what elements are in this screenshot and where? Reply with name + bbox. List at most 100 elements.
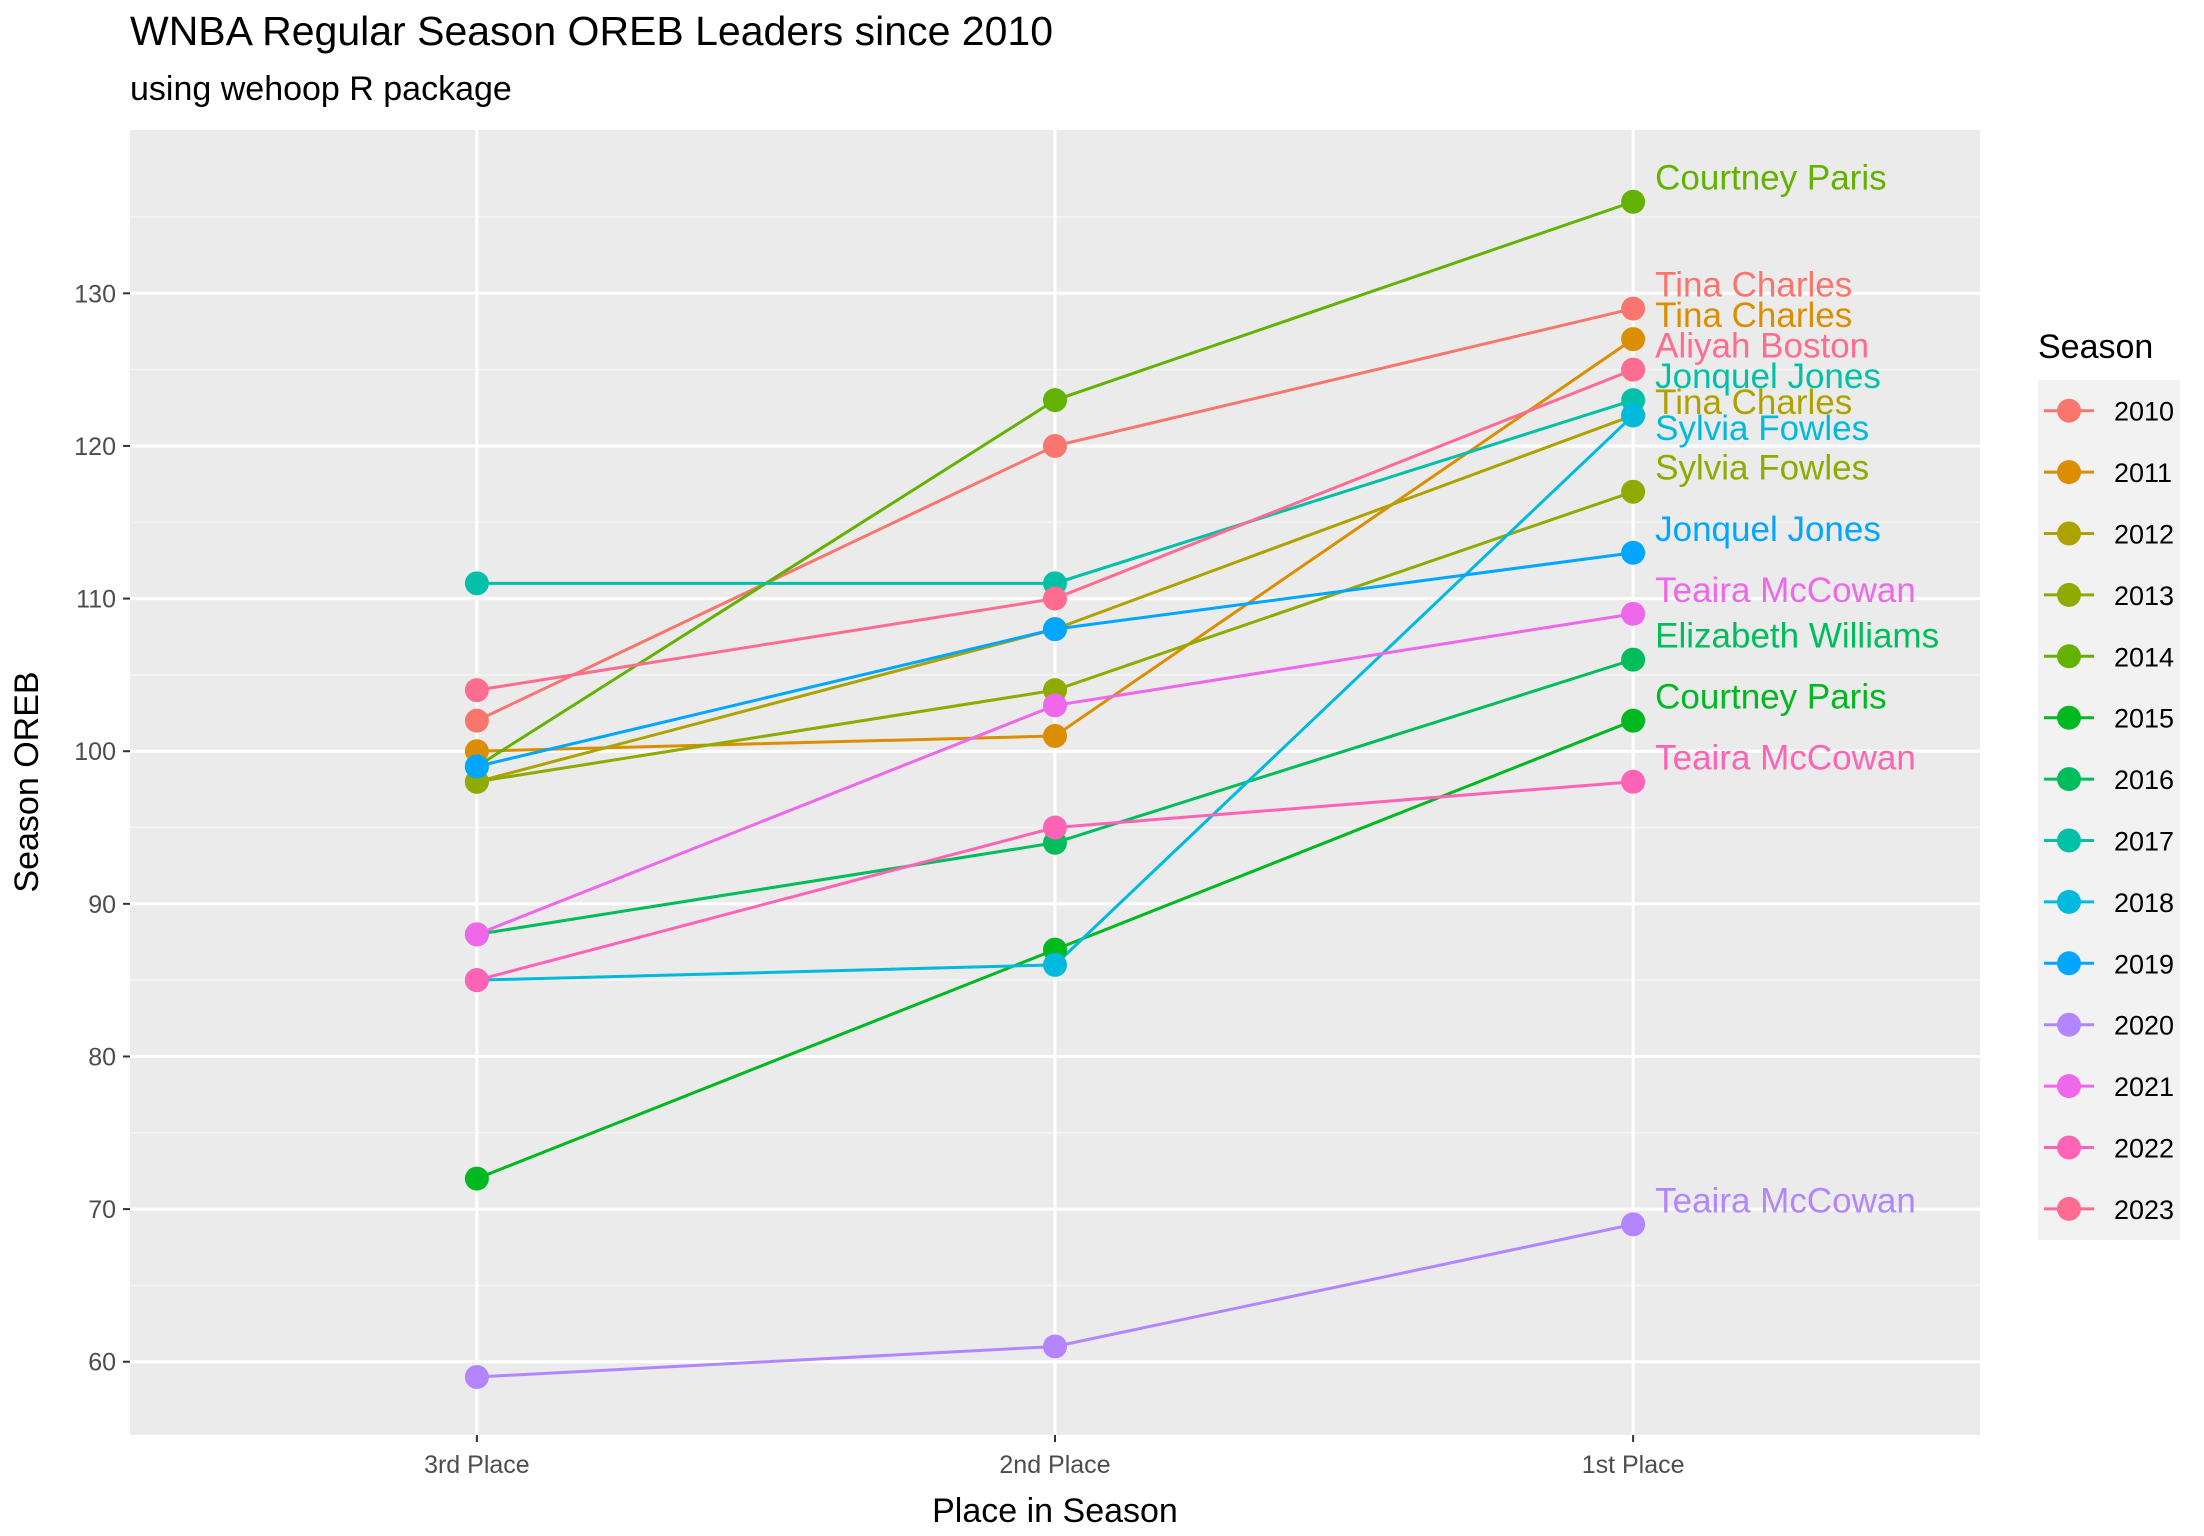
major-gridlines bbox=[130, 130, 1980, 1435]
y-tick-label: 70 bbox=[88, 1196, 116, 1224]
data-point-2023 bbox=[464, 678, 489, 703]
y-tick-label: 90 bbox=[88, 891, 116, 919]
point-label-2012: Tina Charles bbox=[1655, 383, 1852, 422]
data-point-2023 bbox=[1621, 357, 1646, 382]
legend-key-point bbox=[2057, 644, 2081, 669]
point-label-2017: Jonquel Jones bbox=[1655, 357, 1881, 396]
legend-label: 2022 bbox=[2114, 1134, 2174, 1164]
point-label-2016: Elizabeth Williams bbox=[1655, 617, 1939, 656]
data-point-2010 bbox=[1621, 296, 1646, 321]
data-point-2020 bbox=[1043, 1334, 1067, 1359]
legend-title: Season bbox=[2038, 328, 2153, 366]
data-point-2019 bbox=[1043, 617, 1067, 642]
x-tick-label: 3rd Place bbox=[424, 1451, 530, 1479]
x-axis-title: Place in Season bbox=[932, 1492, 1178, 1530]
legend-key-point bbox=[2057, 828, 2081, 853]
legend-key-point bbox=[2057, 398, 2081, 423]
data-point-2018 bbox=[1043, 952, 1067, 977]
data-point-2022 bbox=[1043, 815, 1067, 840]
point-label-2014: Courtney Paris bbox=[1655, 159, 1886, 198]
y-tick-label: 130 bbox=[74, 280, 116, 308]
legend-key-point bbox=[2057, 1012, 2081, 1037]
legend-item-2019: 2019 bbox=[2044, 949, 2174, 979]
legend-item-2018: 2018 bbox=[2044, 888, 2174, 918]
legend: 2010 2011 2012 2013 2014 2015 2016 2017 2018 2019… bbox=[2044, 397, 2174, 1225]
point-label-2023: Aliyah Boston bbox=[1655, 327, 1869, 366]
legend-label: 2015 bbox=[2114, 704, 2174, 734]
legend-key-point bbox=[2057, 1074, 2081, 1099]
legend-label: 2012 bbox=[2114, 520, 2174, 550]
legend-item-2015: 2015 bbox=[2044, 704, 2174, 734]
data-point-2020 bbox=[464, 1365, 489, 1389]
data-point-2010 bbox=[464, 708, 489, 733]
legend-key-point bbox=[2057, 889, 2081, 914]
data-point-2023 bbox=[1043, 586, 1067, 611]
y-axis-title: Season OREB bbox=[8, 671, 46, 892]
data-point-2017 bbox=[464, 571, 489, 596]
data-point-2022 bbox=[464, 968, 489, 993]
y-tick-label: 120 bbox=[74, 433, 116, 461]
legend-item-2016: 2016 bbox=[2044, 765, 2174, 795]
data-point-2022 bbox=[1621, 769, 1646, 794]
x-tick-label: 2nd Place bbox=[999, 1451, 1110, 1479]
x-axis: 3rd Place 2nd Place 1st Place bbox=[424, 1435, 1685, 1479]
data-point-2019 bbox=[464, 754, 489, 779]
point-label-2021: Teaira McCowan bbox=[1655, 571, 1916, 610]
legend-item-2013: 2013 bbox=[2044, 581, 2174, 611]
data-point-2011 bbox=[1621, 327, 1646, 352]
y-tick-label: 110 bbox=[76, 586, 116, 614]
data-point-2021 bbox=[464, 922, 489, 947]
legend-label: 2010 bbox=[2114, 397, 2174, 427]
legend-item-2012: 2012 bbox=[2044, 520, 2174, 550]
legend-item-2023: 2023 bbox=[2044, 1195, 2174, 1225]
legend-label: 2011 bbox=[2114, 458, 2172, 488]
legend-key-point bbox=[2057, 705, 2081, 730]
point-label-2015: Courtney Paris bbox=[1655, 678, 1886, 717]
chart-subtitle: using wehoop R package bbox=[130, 70, 512, 108]
point-label-2019: Jonquel Jones bbox=[1655, 510, 1881, 549]
legend-item-2022: 2022 bbox=[2044, 1134, 2174, 1164]
legend-item-2014: 2014 bbox=[2044, 642, 2174, 672]
data-point-2021 bbox=[1043, 693, 1067, 718]
legend-label: 2013 bbox=[2114, 581, 2174, 611]
point-label-2013: Sylvia Fowles bbox=[1655, 449, 1869, 488]
data-point-2015 bbox=[1621, 708, 1646, 733]
legend-key-point bbox=[2057, 1135, 2081, 1160]
data-point-2018 bbox=[1621, 403, 1646, 428]
legend-key-point bbox=[2057, 951, 2081, 976]
legend-label: 2018 bbox=[2114, 888, 2174, 918]
legend-label: 2021 bbox=[2114, 1072, 2174, 1102]
x-tick-label: 1st Place bbox=[1582, 1451, 1685, 1479]
legend-key-point bbox=[2057, 1196, 2081, 1221]
data-point-2020 bbox=[1621, 1212, 1646, 1237]
data-point-2014 bbox=[1621, 189, 1646, 214]
y-tick-label: 100 bbox=[74, 738, 116, 766]
legend-label: 2017 bbox=[2114, 827, 2174, 857]
series-points bbox=[464, 189, 1646, 1389]
legend-label: 2014 bbox=[2114, 642, 2174, 672]
data-point-2011 bbox=[1043, 723, 1067, 748]
legend-item-2020: 2020 bbox=[2044, 1011, 2174, 1041]
legend-key-point bbox=[2057, 521, 2081, 546]
legend-item-2011: 2011 bbox=[2044, 458, 2172, 488]
legend-label: 2019 bbox=[2114, 949, 2174, 979]
point-label-2022: Teaira McCowan bbox=[1655, 739, 1916, 778]
y-tick-label: 80 bbox=[88, 1043, 116, 1071]
y-tick-label: 60 bbox=[88, 1349, 116, 1377]
legend-item-2021: 2021 bbox=[2044, 1072, 2174, 1102]
data-point-2019 bbox=[1621, 540, 1646, 565]
data-point-2010 bbox=[1043, 433, 1067, 458]
y-axis: 60 70 80 90 100 110 120 130 bbox=[74, 280, 130, 1377]
data-point-2016 bbox=[1621, 647, 1646, 672]
point-label-2010: Tina Charles bbox=[1655, 266, 1852, 305]
point-label-2020: Teaira McCowan bbox=[1655, 1181, 1916, 1220]
point-label-2011: Tina Charles bbox=[1655, 296, 1852, 335]
legend-key-point bbox=[2057, 582, 2081, 607]
legend-key-background bbox=[2038, 380, 2180, 1240]
legend-key-point bbox=[2057, 767, 2081, 792]
legend-label: 2023 bbox=[2114, 1195, 2174, 1225]
data-point-2014 bbox=[1043, 388, 1067, 413]
legend-label: 2016 bbox=[2114, 765, 2174, 795]
